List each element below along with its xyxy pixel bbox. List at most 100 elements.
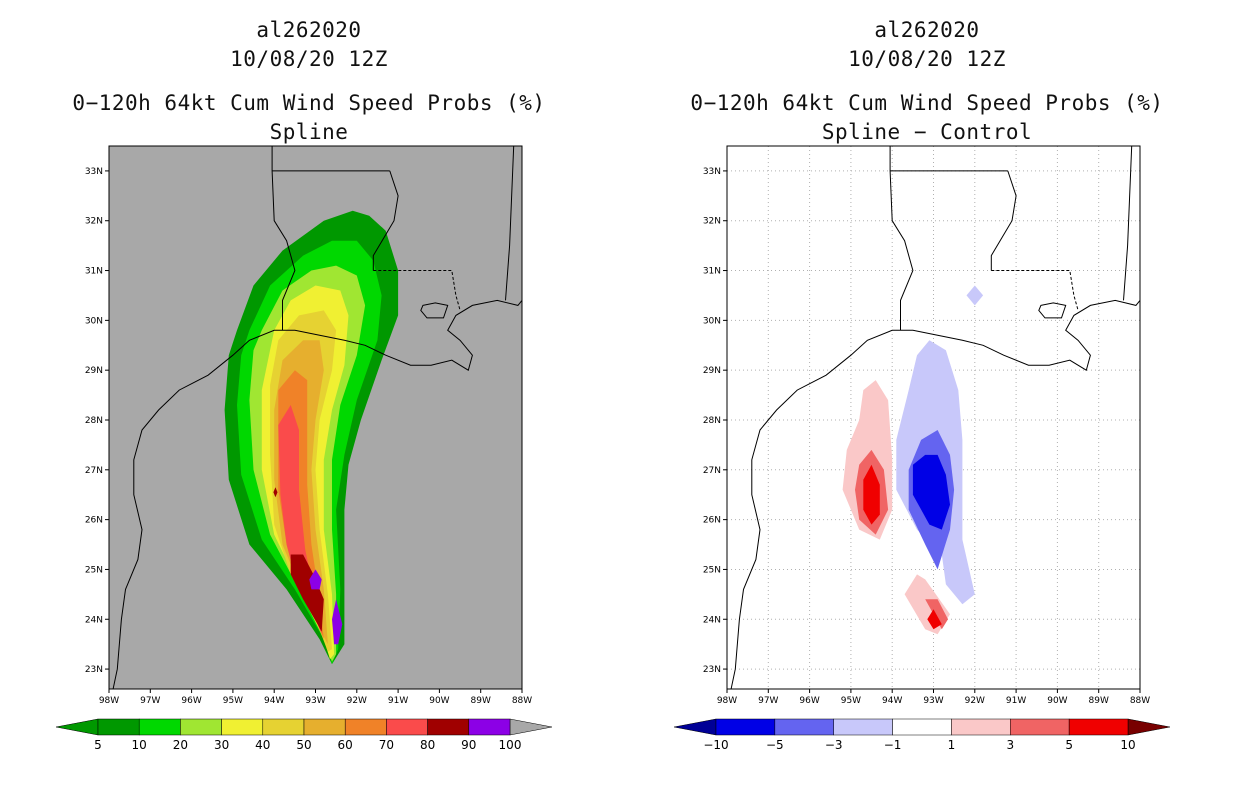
colorbar-label: −10: [703, 738, 728, 752]
colorbar-label: 3: [1006, 738, 1014, 752]
colorbar-swatch: [715, 718, 776, 736]
state-border: [1123, 146, 1133, 301]
lon-tick-label: 97W: [140, 696, 160, 706]
lon-tick-label: 88W: [1130, 696, 1150, 706]
colorbar-label: 90: [461, 738, 476, 752]
colorbar-arrow-right: [509, 718, 553, 736]
colorbar-label: 1: [948, 738, 956, 752]
coastline: [112, 299, 522, 689]
lat-tick-label: 25N: [703, 565, 721, 575]
lon-tick-label: 93W: [305, 696, 325, 706]
colorbar-label: 10: [1120, 738, 1135, 752]
lat-tick-label: 30N: [85, 316, 103, 326]
chart-title: 0−120h 64kt Cum Wind Speed Probs (%): [72, 91, 546, 115]
colorbar-swatch: [180, 718, 222, 736]
river: [372, 170, 399, 271]
colorbar-swatch: [833, 718, 893, 736]
lat-tick-label: 32N: [85, 217, 103, 227]
chart-title: 0−120h 64kt Cum Wind Speed Probs (%): [690, 91, 1164, 115]
state-border: [991, 270, 1079, 311]
colorbar-label: −1: [884, 738, 902, 752]
lon-tick-label: 92W: [347, 696, 367, 706]
chart-subtitle: Spline − Control: [821, 120, 1033, 144]
state-border: [373, 270, 461, 311]
river: [990, 170, 1017, 271]
lat-tick-label: 28N: [703, 416, 721, 426]
state-border: [889, 146, 914, 331]
lat-tick-label: 24N: [85, 615, 103, 625]
colorbar-swatch: [1068, 718, 1129, 736]
colorbar-swatch: [138, 718, 181, 736]
lat-tick-label: 27N: [85, 466, 103, 476]
colorbar-label: 100: [499, 738, 522, 752]
storm-id: al262020: [256, 18, 362, 42]
colorbar-label: 40: [255, 738, 270, 752]
contour-level-90: [309, 569, 322, 590]
colorbar-swatch: [97, 718, 140, 736]
colorbar-swatch: [427, 718, 470, 736]
lon-tick-label: 97W: [758, 696, 778, 706]
colorbar-label: 80: [420, 738, 435, 752]
colorbar-swatch: [221, 718, 264, 736]
lat-tick-label: 23N: [703, 665, 721, 675]
lat-tick-label: 26N: [703, 516, 721, 526]
lat-tick-label: 30N: [703, 316, 721, 326]
spline-probability-map: 98W 97W 96W 95W 94W 93W 92W 91W 90W 89W 88W 23N 24N 2…: [55, 145, 553, 752]
colorbar-swatch: [468, 718, 511, 736]
lon-tick-label: 95W: [841, 696, 861, 706]
lon-tick-label: 92W: [965, 696, 985, 706]
lon-tick-label: 95W: [223, 696, 243, 706]
lat-tick-label: 33N: [85, 167, 103, 177]
contour-level-80: [273, 487, 278, 498]
lon-tick-label: 91W: [1006, 696, 1026, 706]
lat-tick-label: 31N: [85, 267, 103, 277]
coastline: [730, 299, 1140, 689]
lat-tick-label: 32N: [703, 217, 721, 227]
lon-tick-label: 93W: [923, 696, 943, 706]
lake: [420, 302, 449, 319]
datetime: 10/08/20 12Z: [848, 47, 1006, 71]
datetime: 10/08/20 12Z: [230, 47, 388, 71]
colorbar-label: 70: [379, 738, 394, 752]
colorbar-swatch: [774, 718, 834, 736]
lat-tick-label: 23N: [85, 665, 103, 675]
lake: [1038, 302, 1067, 319]
lon-tick-label: 98W: [99, 696, 119, 706]
lon-tick-label: 94W: [882, 696, 902, 706]
colorbar-arrow-left: [55, 718, 99, 736]
colorbar-label: 30: [214, 738, 229, 752]
lat-tick-label: 28N: [85, 416, 103, 426]
lon-tick-label: 96W: [799, 696, 819, 706]
colorbar-swatch: [262, 718, 305, 736]
colorbar-label: 20: [173, 738, 188, 752]
lon-tick-label: 96W: [181, 696, 201, 706]
colorbar-label: −5: [766, 738, 784, 752]
lat-tick-label: 29N: [703, 366, 721, 376]
colorbar-label: −3: [825, 738, 843, 752]
colorbar-swatch: [892, 718, 952, 736]
chart-subtitle: Spline: [269, 120, 349, 144]
lat-tick-label: 26N: [85, 516, 103, 526]
lat-tick-label: 25N: [85, 565, 103, 575]
colorbar-label: 10: [132, 738, 147, 752]
colorbar-label: 60: [338, 738, 353, 752]
map-content: [112, 146, 522, 689]
colorbar-swatch: [951, 718, 1011, 736]
lon-tick-label: 91W: [388, 696, 408, 706]
contour-level-neg5: [912, 454, 950, 530]
colorbar-swatch: [303, 718, 346, 736]
difference-map: 98W 97W 96W 95W 94W 93W 92W 91W 90W 89W 88W 23N 24N 2…: [673, 145, 1171, 752]
colorbar-label: 5: [94, 738, 102, 752]
contour-level-90: [332, 599, 343, 645]
colorbar-label: 5: [1065, 738, 1073, 752]
lon-tick-label: 89W: [471, 696, 491, 706]
contour-level-5: [863, 464, 880, 525]
contour-level-5: [927, 609, 942, 630]
lon-tick-label: 88W: [512, 696, 532, 706]
lat-tick-label: 24N: [703, 615, 721, 625]
colorbar-swatch: [1010, 718, 1070, 736]
right-panel: al262020 10/08/20 12Z 0−120h 64kt Cum Wi…: [618, 0, 1236, 800]
colorbar-label: 50: [296, 738, 311, 752]
lon-tick-label: 98W: [717, 696, 737, 706]
lon-tick-label: 89W: [1089, 696, 1109, 706]
